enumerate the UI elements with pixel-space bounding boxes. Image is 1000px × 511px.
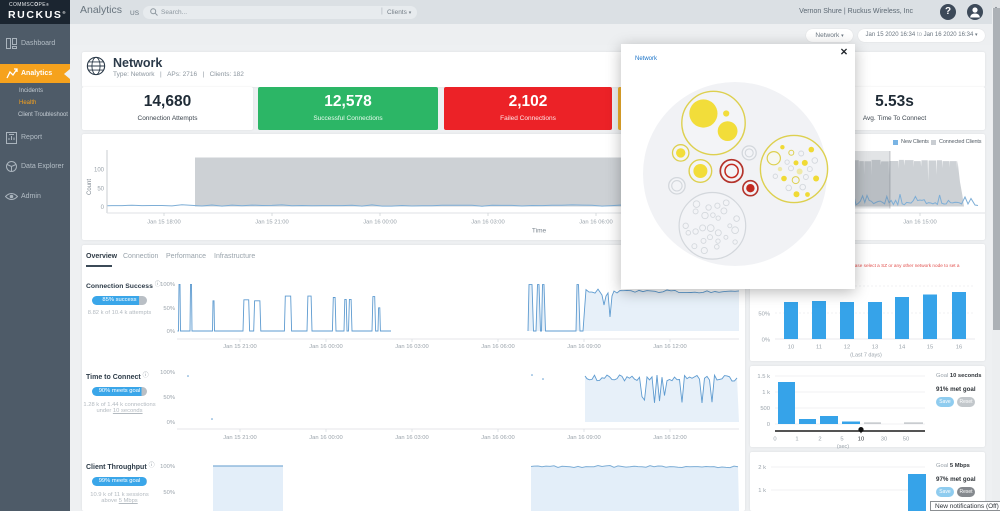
svg-text:Count: Count [87, 179, 93, 195]
svg-text:Jan 16 03:00: Jan 16 03:00 [395, 435, 429, 441]
svg-text:Jan 15 21:00: Jan 15 21:00 [223, 435, 257, 441]
svg-text:50%: 50% [758, 312, 770, 318]
svg-text:13: 13 [872, 345, 878, 351]
svg-text:Jan 16 03:00: Jan 16 03:00 [395, 344, 429, 350]
svg-text:0%: 0% [167, 420, 175, 426]
svg-text:50: 50 [903, 437, 909, 443]
svg-text:2 k: 2 k [758, 465, 766, 471]
svg-text:10: 10 [858, 437, 864, 443]
svg-text:100%: 100% [160, 282, 175, 288]
svg-text:(Last 7 days): (Last 7 days) [850, 353, 882, 359]
svg-text:100%: 100% [160, 464, 175, 470]
svg-text:30: 30 [881, 437, 887, 443]
svg-text:Jan 16 00:00: Jan 16 00:00 [309, 344, 343, 350]
svg-text:Jan 16 00:00: Jan 16 00:00 [363, 220, 397, 226]
svg-text:1 k: 1 k [762, 390, 770, 396]
svg-text:Jan 16 15:00: Jan 16 15:00 [903, 220, 937, 226]
svg-text:14: 14 [899, 345, 906, 351]
svg-text:100: 100 [94, 168, 105, 174]
svg-text:11: 11 [816, 345, 822, 351]
svg-text:50%: 50% [163, 490, 175, 496]
svg-text:Time: Time [532, 228, 547, 235]
svg-text:50%: 50% [163, 395, 175, 401]
svg-text:12: 12 [844, 345, 850, 351]
svg-text:0%: 0% [762, 338, 770, 344]
svg-text:Jan 16 06:00: Jan 16 06:00 [481, 435, 515, 441]
svg-text:10: 10 [788, 345, 794, 351]
svg-text:Jan 16 06:00: Jan 16 06:00 [579, 220, 613, 226]
svg-text:Jan 16 12:00: Jan 16 12:00 [653, 344, 687, 350]
svg-text:Jan 15 21:00: Jan 15 21:00 [255, 220, 289, 226]
svg-text:5: 5 [840, 437, 843, 443]
svg-text:1 k: 1 k [758, 488, 766, 494]
svg-text:Jan 16 09:00: Jan 16 09:00 [567, 435, 601, 441]
svg-text:50%: 50% [163, 306, 175, 312]
svg-text:500: 500 [760, 406, 770, 412]
svg-text:16: 16 [956, 345, 962, 351]
svg-text:0: 0 [101, 205, 105, 211]
svg-text:50: 50 [97, 187, 104, 193]
svg-text:Jan 16 00:00: Jan 16 00:00 [309, 435, 343, 441]
svg-text:Jan 16 12:00: Jan 16 12:00 [653, 435, 687, 441]
svg-text:Jan 16 09:00: Jan 16 09:00 [567, 344, 601, 350]
svg-text:1.5 k: 1.5 k [757, 374, 770, 380]
svg-text:100%: 100% [160, 370, 175, 376]
svg-text:0: 0 [773, 437, 776, 443]
svg-text:1: 1 [795, 437, 798, 443]
svg-text:0%: 0% [167, 329, 175, 335]
svg-text:Jan 16 06:00: Jan 16 06:00 [481, 344, 515, 350]
svg-text:(sec): (sec) [837, 444, 849, 450]
svg-text:2: 2 [818, 437, 821, 443]
svg-text:0: 0 [767, 422, 770, 428]
svg-text:Jan 15 21:00: Jan 15 21:00 [223, 344, 257, 350]
svg-text:Jan 16 03:00: Jan 16 03:00 [471, 220, 505, 226]
svg-text:15: 15 [927, 345, 933, 351]
svg-text:Jan 15 18:00: Jan 15 18:00 [147, 220, 181, 226]
